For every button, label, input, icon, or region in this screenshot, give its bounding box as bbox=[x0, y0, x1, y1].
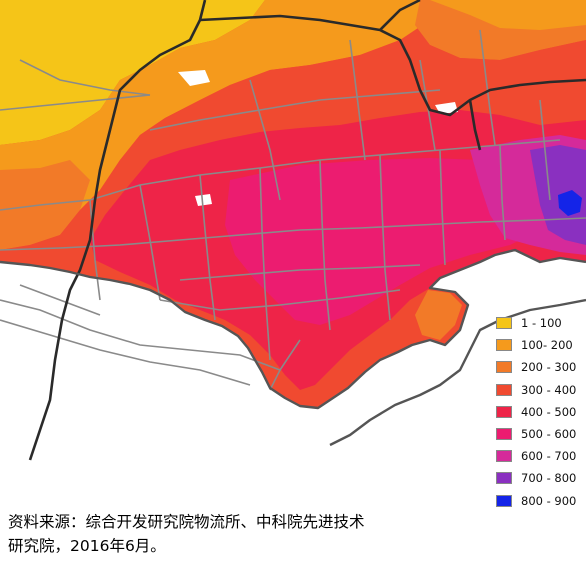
legend-label: 1 - 100 bbox=[521, 316, 562, 331]
legend-swatch bbox=[496, 428, 512, 441]
legend-item: 100- 200 bbox=[496, 334, 584, 356]
legend-label: 200 - 300 bbox=[521, 360, 577, 375]
legend-item: 700 - 800 bbox=[496, 467, 584, 489]
legend-label: 100- 200 bbox=[521, 338, 573, 353]
legend-label: 600 - 700 bbox=[521, 449, 577, 464]
legend-swatch bbox=[496, 472, 512, 485]
source-line-2: 研究院，2016年6月。 bbox=[8, 537, 166, 555]
legend-item: 200 - 300 bbox=[496, 356, 584, 378]
map-legend: 1 - 100 100- 200 200 - 300 300 - 400 400 - 5… bbox=[496, 312, 584, 512]
legend-item: 500 - 600 bbox=[496, 423, 584, 445]
legend-swatch bbox=[496, 494, 512, 507]
legend-label: 800 - 900 bbox=[521, 493, 577, 508]
legend-swatch bbox=[496, 383, 512, 396]
legend-swatch bbox=[496, 405, 512, 418]
legend-label: 500 - 600 bbox=[521, 427, 577, 442]
legend-swatch bbox=[496, 450, 512, 463]
legend-item: 400 - 500 bbox=[496, 401, 584, 423]
legend-label: 700 - 800 bbox=[521, 471, 577, 486]
legend-label: 400 - 500 bbox=[521, 404, 577, 419]
legend-swatch bbox=[496, 339, 512, 352]
source-line-1: 资料来源：综合开发研究院物流所、中科院先进技术 bbox=[8, 513, 365, 531]
road-network bbox=[0, 29, 586, 391]
district-boundaries bbox=[28, 0, 586, 461]
source-note: 资料来源：综合开发研究院物流所、中科院先进技术 研究院，2016年6月。 bbox=[8, 510, 578, 558]
legend-swatch bbox=[496, 361, 512, 374]
legend-item: 300 - 400 bbox=[496, 379, 584, 401]
density-map bbox=[0, 0, 586, 461]
coastline bbox=[0, 248, 586, 447]
legend-item: 800 - 900 bbox=[496, 490, 584, 512]
legend-item: 600 - 700 bbox=[496, 445, 584, 467]
legend-swatch bbox=[496, 317, 512, 330]
legend-label: 300 - 400 bbox=[521, 382, 577, 397]
legend-item: 1 - 100 bbox=[496, 312, 584, 334]
